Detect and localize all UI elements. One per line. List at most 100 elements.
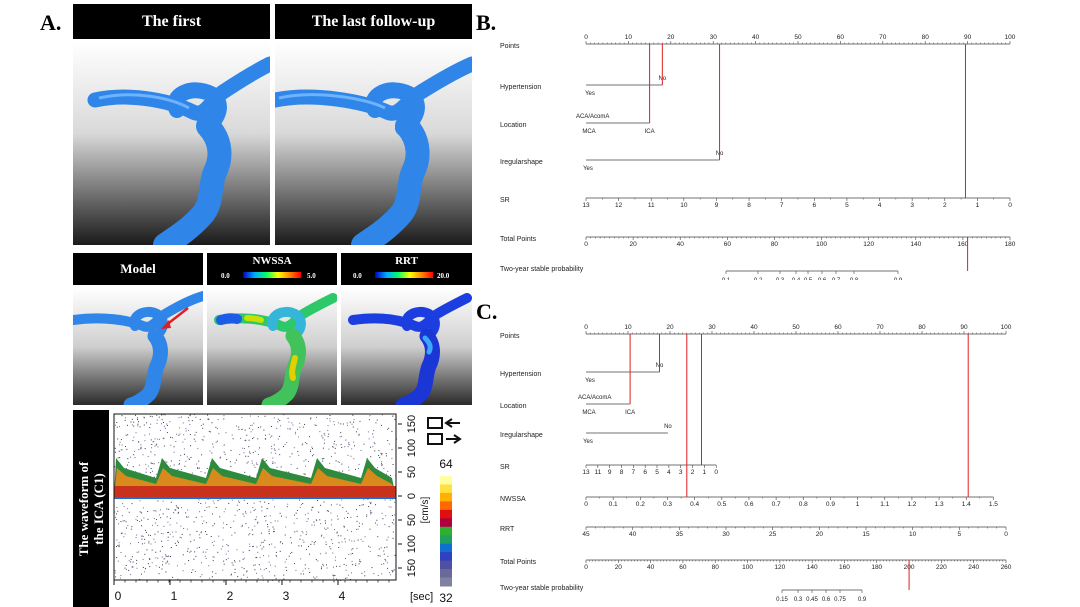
irregular-yes: Yes [583,439,593,445]
nwssa-axis-tick-label: 0.4 [690,501,699,508]
noise-speck [389,499,391,501]
noise-speck [320,504,322,506]
noise-speck [380,424,382,426]
noise-speck [347,454,349,456]
noise-speck [387,536,389,538]
noise-speck [388,427,390,429]
nwssa-axis-tick-label: 0.7 [772,501,781,508]
noise-speck [360,449,362,451]
noise-speck [190,541,192,543]
noise-speck [353,421,355,423]
noise-speck [171,437,173,439]
noise-speck [225,553,227,555]
noise-speck [209,450,211,452]
noise-speck [334,440,336,442]
noise-speck [345,564,347,566]
noise-speck [178,417,180,419]
noise-speck [277,438,279,440]
noise-speck [194,440,196,442]
noise-speck [300,558,302,560]
noise-speck [263,429,265,431]
noise-speck [306,531,308,533]
noise-speck [163,425,165,427]
total-axis-tick-label: 220 [936,564,947,571]
noise-speck [212,560,214,562]
noise-speck [263,458,265,460]
noise-speck [271,435,273,437]
noise-speck [162,513,164,515]
noise-speck [304,564,306,566]
noise-speck [311,509,313,511]
noise-speck [145,567,147,569]
noise-speck [114,466,116,468]
noise-speck [128,511,130,513]
points-axis-tick-label: 20 [666,324,674,331]
noise-speck [167,539,169,541]
noise-speck [250,425,252,427]
color-scale-bottom: 32 [439,591,453,605]
noise-speck [305,548,307,550]
noise-speck [163,437,165,439]
noise-speck [325,543,327,545]
noise-speck [324,520,326,522]
noise-speck [143,424,145,426]
noise-speck [256,546,258,548]
noise-speck [318,511,320,513]
row-label-total: Total Points [500,559,537,566]
noise-speck [126,527,128,529]
header-nwssa: NWSSA 0.0 5.0 [207,253,337,285]
noise-speck [326,564,328,566]
prob-axis-tick-label: 0.3 [776,278,785,280]
noise-speck [272,526,274,528]
noise-speck [291,551,293,553]
noise-speck [269,564,271,566]
noise-speck [148,540,150,542]
noise-speck [176,506,178,508]
noise-speck [333,424,335,426]
noise-speck [374,450,376,452]
color-scale-segment [440,518,452,528]
noise-speck [264,515,266,517]
noise-speck [315,424,317,426]
noise-speck [377,536,379,538]
noise-speck [261,542,263,544]
noise-speck [323,537,325,539]
noise-speck [354,445,356,447]
noise-speck [231,434,233,436]
noise-speck [125,564,127,566]
noise-speck [391,457,393,459]
noise-speck [116,426,118,428]
noise-speck [155,551,157,553]
noise-speck [164,427,166,429]
row-label-points: Points [500,333,520,340]
noise-speck [348,443,350,445]
noise-speck [212,446,214,448]
location-aca: ACA/AcomA [578,395,611,401]
noise-speck [361,523,363,525]
noise-speck [331,539,333,541]
noise-speck [380,547,382,549]
noise-speck [353,419,355,421]
noise-speck [385,453,387,455]
rrt-axis-tick-label: 0 [1004,531,1008,538]
noise-speck [145,471,147,473]
noise-speck [186,528,188,530]
noise-speck [223,451,225,453]
noise-speck [118,450,120,452]
noise-speck [341,435,343,437]
noise-speck [270,452,272,454]
noise-speck [165,555,167,557]
noise-speck [185,512,187,514]
noise-speck [276,555,278,557]
noise-speck [321,458,323,460]
noise-speck [248,550,250,552]
noise-speck [251,529,253,531]
noise-speck [265,459,267,461]
noise-speck [332,552,334,554]
noise-speck [294,531,296,533]
noise-speck [381,464,383,466]
noise-speck [391,449,393,451]
noise-speck [157,531,159,533]
noise-speck [167,536,169,538]
noise-speck [155,510,157,512]
